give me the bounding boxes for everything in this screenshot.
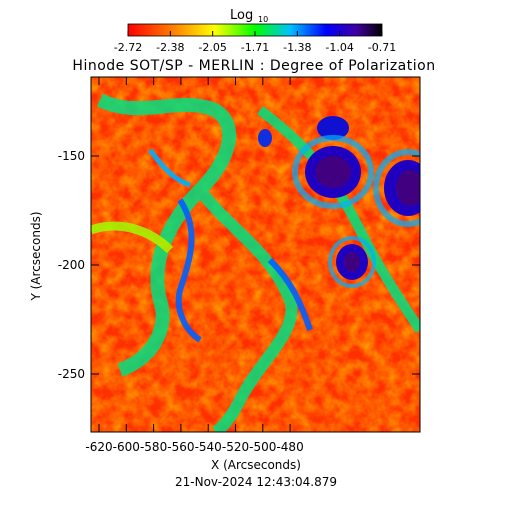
- plot-frame: [90, 76, 421, 433]
- y-axis-label: Y (Arcseconds): [29, 211, 43, 301]
- y-tick-label: -150: [58, 149, 85, 163]
- colorbar-title: Log: [230, 8, 253, 23]
- plot-title: Hinode SOT/SP - MERLIN : Degree of Polar…: [72, 58, 435, 74]
- x-tick-label: -480: [276, 440, 303, 454]
- colorbar-tick-label: -2.38: [156, 41, 184, 54]
- x-tick-label: -520: [222, 440, 249, 454]
- x-axis: -620 -600 -580 -560 -540 -520 -500 -480: [85, 77, 304, 454]
- x-tick-label: -620: [85, 440, 112, 454]
- colorbar-tick-label: -1.04: [325, 41, 353, 54]
- colorbar-title-subscript: 10: [258, 15, 268, 24]
- colorbar-ticks: -2.72 -2.38 -2.05 -1.71 -1.38 -1.04 -0.71: [114, 31, 396, 54]
- x-tick-label: -600: [113, 440, 140, 454]
- colorbar-tick-label: -2.05: [198, 41, 226, 54]
- colorbar-tick-label: -1.71: [241, 41, 269, 54]
- colorbar-tick-label: -2.72: [114, 41, 142, 54]
- polarization-map: [91, 77, 420, 432]
- y-axis: -150 -200 -250: [58, 149, 420, 381]
- colorbar-tick-label: -1.38: [283, 41, 311, 54]
- x-tick-label: -500: [249, 440, 276, 454]
- colorbar-tick-label: -0.71: [368, 41, 396, 54]
- y-tick-label: -250: [58, 367, 85, 381]
- y-tick-label: -200: [58, 258, 85, 272]
- timestamp: 21-Nov-2024 12:43:04.879: [175, 475, 337, 489]
- x-axis-label: X (Arcseconds): [211, 458, 301, 472]
- x-tick-label: -560: [167, 440, 194, 454]
- x-tick-label: -540: [195, 440, 222, 454]
- x-tick-label: -580: [140, 440, 167, 454]
